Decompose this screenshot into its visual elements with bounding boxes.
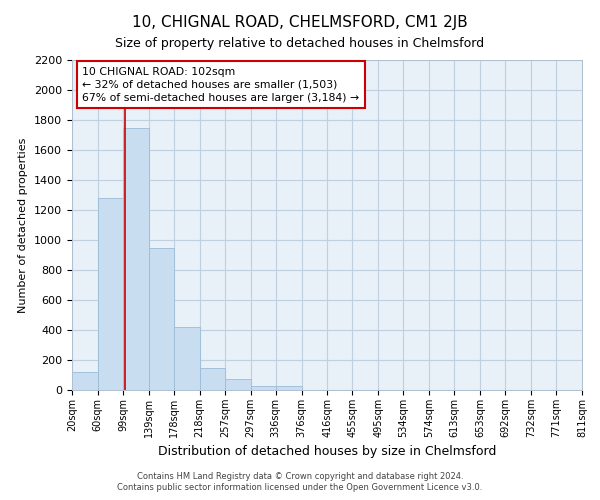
Bar <box>174 327 200 390</box>
Bar <box>276 386 302 390</box>
Text: 10, CHIGNAL ROAD, CHELMSFORD, CM1 2JB: 10, CHIGNAL ROAD, CHELMSFORD, CM1 2JB <box>132 15 468 30</box>
Bar <box>72 372 98 390</box>
Bar <box>123 128 149 390</box>
Text: Contains HM Land Registry data © Crown copyright and database right 2024.
Contai: Contains HM Land Registry data © Crown c… <box>118 472 482 492</box>
Bar <box>149 248 174 390</box>
Bar <box>200 368 225 390</box>
Text: Size of property relative to detached houses in Chelmsford: Size of property relative to detached ho… <box>115 38 485 51</box>
Bar <box>251 386 276 390</box>
Bar <box>98 198 123 390</box>
Y-axis label: Number of detached properties: Number of detached properties <box>19 138 28 312</box>
X-axis label: Distribution of detached houses by size in Chelmsford: Distribution of detached houses by size … <box>158 446 496 458</box>
Text: 10 CHIGNAL ROAD: 102sqm
← 32% of detached houses are smaller (1,503)
67% of semi: 10 CHIGNAL ROAD: 102sqm ← 32% of detache… <box>82 66 359 103</box>
Bar <box>225 379 251 390</box>
